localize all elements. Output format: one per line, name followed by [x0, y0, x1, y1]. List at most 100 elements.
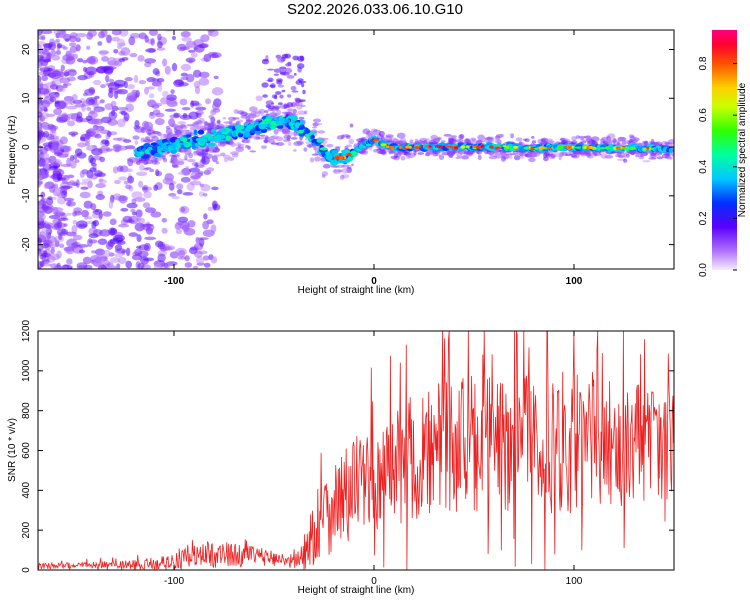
ridge-blob [207, 142, 216, 147]
noise-blob [94, 133, 102, 139]
snr-x-tick-label: 0 [371, 576, 377, 587]
haze-blob [585, 135, 592, 141]
noise-blob [180, 31, 191, 38]
noise-blob [164, 65, 171, 75]
haze-blob [163, 157, 168, 163]
ridge-peak [334, 156, 339, 160]
noise-blob [93, 108, 102, 113]
noise-blob [136, 234, 142, 243]
ridge-peak [534, 147, 538, 150]
haze-blob [314, 122, 323, 126]
haze-blob [446, 151, 455, 154]
haze-blob [353, 143, 360, 146]
ridge-peak [405, 145, 411, 149]
noise-blob [129, 53, 138, 58]
noise-blob [70, 161, 77, 169]
noise-blob [111, 36, 120, 42]
ridge-highlight [218, 134, 226, 139]
ridge-highlight [325, 151, 331, 156]
noise-blob [195, 106, 207, 111]
haze-blob [346, 135, 351, 139]
noise-blob [43, 123, 49, 131]
noise-blob [72, 53, 79, 60]
noise-blob [118, 50, 126, 56]
haze-blob [198, 148, 202, 152]
ridge-blob [305, 128, 310, 134]
noise-blob [97, 238, 108, 245]
noise-blob [66, 145, 72, 152]
noise-blob [189, 167, 200, 173]
spectrogram-y-tick-label: 20 [21, 44, 32, 56]
ridge-blob [139, 151, 145, 155]
noise-blob [51, 80, 56, 89]
ridge-peak [646, 146, 650, 150]
noise-blob [161, 227, 168, 234]
noise-blob [38, 212, 46, 221]
noise-blob [56, 220, 63, 229]
haze-blob [617, 136, 625, 143]
spectrogram-y-tick-label: 0 [21, 144, 32, 150]
haze-blob [142, 139, 151, 143]
noise-blob [41, 75, 48, 82]
haze-blob [317, 130, 326, 134]
noise-blob [211, 52, 222, 58]
ridge-peak [571, 145, 575, 149]
noise-blob [108, 111, 118, 120]
haze-blob [211, 146, 220, 153]
ridge-peak [598, 147, 606, 150]
snr-y-tick-label: 1200 [21, 319, 32, 342]
haze-blob [263, 139, 268, 143]
ridge-peak [539, 146, 545, 150]
noise-blob [200, 34, 210, 43]
noise-blob [197, 170, 204, 175]
haze-blob [349, 123, 354, 128]
noise-blob [212, 102, 220, 110]
haze-blob [292, 113, 299, 116]
spectrogram-xlabel: Height of straight line (km) [298, 285, 415, 296]
haze-blob [372, 129, 381, 136]
spectrogram-x-tick-label: 100 [566, 276, 583, 287]
noise-blob [124, 77, 133, 82]
haze-blob [303, 147, 308, 152]
ridge-peak [546, 147, 552, 150]
ridge-peak [453, 146, 459, 150]
noise-blob [142, 202, 151, 209]
haze-blob [571, 155, 578, 158]
haze-blob [540, 138, 547, 142]
noise-blob [114, 248, 127, 254]
haze-blob [185, 166, 189, 169]
snr-y-tick-label: 400 [21, 482, 32, 499]
haze-blob [217, 125, 224, 129]
haze-blob [326, 143, 334, 148]
ridge-blob [185, 134, 192, 138]
haze-blob [273, 129, 279, 135]
haze-blob [255, 95, 263, 102]
noise-blob [42, 43, 53, 48]
plume-blob [284, 67, 293, 74]
noise-blob [102, 249, 111, 258]
ridge-peak [338, 156, 344, 160]
snr-plot-area [38, 331, 674, 570]
haze-blob [299, 137, 303, 141]
plume-blob [267, 105, 276, 110]
noise-blob [51, 196, 57, 200]
noise-blob [57, 177, 67, 181]
noise-blob [40, 30, 53, 35]
haze-blob [642, 140, 649, 144]
noise-blob [38, 61, 43, 69]
noise-blob [38, 88, 50, 95]
haze-blob [261, 145, 267, 150]
haze-blob [358, 140, 362, 143]
ridge-peak [604, 146, 611, 150]
colorbar-tick-label: 0.6 [698, 108, 709, 122]
ridge-highlight [349, 150, 357, 156]
noise-blob [99, 99, 105, 104]
noise-blob [41, 50, 50, 55]
haze-blob [297, 110, 306, 115]
haze-blob [666, 157, 673, 160]
noise-blob [111, 30, 122, 36]
haze-blob [132, 135, 140, 140]
haze-blob [417, 152, 425, 155]
noise-blob [102, 211, 112, 217]
